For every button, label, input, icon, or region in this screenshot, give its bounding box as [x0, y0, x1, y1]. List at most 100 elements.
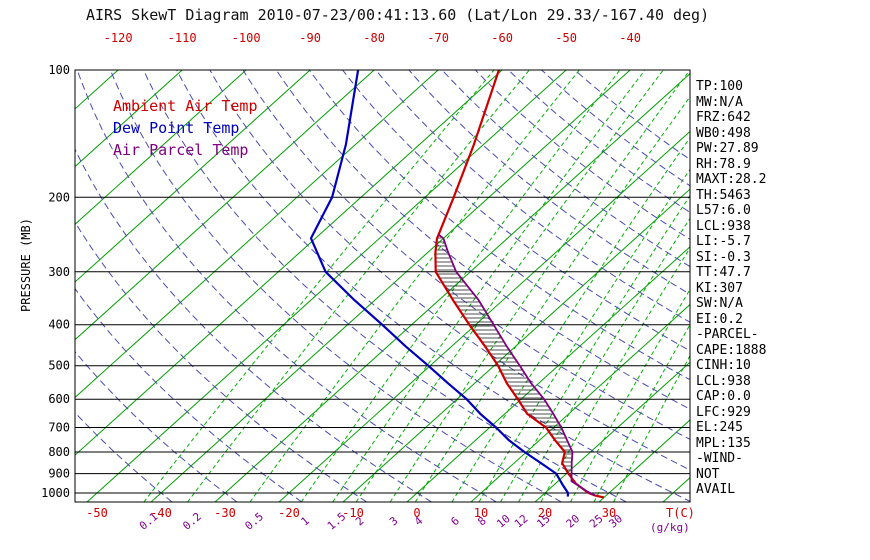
top-temp-tick-label: -120: [104, 31, 133, 45]
stat-line: RH:78.9: [696, 156, 751, 172]
stats-panel: TP:100 MW:N/A FRZ:642 WB0:498 PW:27.89 RH:78.…: [696, 79, 868, 498]
dry-adiabat-line: [76, 70, 497, 502]
stat-line: TH:5463: [696, 187, 751, 203]
temp-unit-label: T(C): [666, 506, 695, 520]
bottom-temp-tick-label: -20: [278, 506, 300, 520]
stat-line: LCL:938: [696, 218, 751, 234]
legend-dew-point-label: Dew Point Temp: [113, 119, 240, 137]
stat-line: CINH:10: [696, 358, 751, 373]
pressure-tick-label: 500: [48, 359, 70, 373]
stat-line: NOT: [696, 466, 720, 482]
mixing-ratio-tick-label: 1: [298, 514, 311, 528]
pressure-tick-label: 600: [48, 392, 70, 406]
dry-adiabat-line: [408, 70, 690, 295]
bottom-temp-tick-label: 10: [474, 506, 488, 520]
dry-adiabat-line: [375, 70, 690, 323]
dry-adiabat-line: [209, 70, 690, 471]
isotherm-line: [598, 419, 690, 502]
top-temp-tick-label: -40: [619, 31, 641, 45]
pressure-axis-label: PRESSURE (MB): [19, 218, 33, 312]
stat-line: LCL:938: [696, 373, 751, 389]
stat-line: MPL:135: [696, 435, 751, 451]
isotherm-line: [406, 246, 690, 502]
stat-line: TP:100: [696, 79, 743, 94]
isotherm-line: [75, 70, 439, 399]
stat-line: SW:N/A: [696, 296, 743, 311]
dewpoint-curve: [309, 70, 570, 497]
stat-line: PW:27.89: [696, 141, 759, 156]
bottom-temp-tick-label: 0: [413, 506, 420, 520]
mixing-ratio-line: [414, 96, 690, 502]
mixing-ratio-tick-label: 6: [448, 514, 461, 528]
mixing-ratio-tick-label: 0.2: [180, 510, 204, 533]
mixing-ratio-line: [500, 194, 690, 502]
mixing-ratio-line: [143, 70, 495, 502]
isotherm-line: [150, 70, 631, 502]
legend-ambient-temp-label: Ambient Air Temp: [113, 97, 258, 115]
mixing-unit-label: (g/kg): [650, 521, 690, 534]
bottom-temp-tick-label: -40: [150, 506, 172, 520]
top-temp-tick-label: -100: [232, 31, 261, 45]
bottom-temp-tick-label: -10: [342, 506, 364, 520]
page-title: AIRS SkewT Diagram 2010-07-23/00:41:13.6…: [86, 6, 710, 24]
top-temp-tick-label: -50: [555, 31, 577, 45]
pressure-tick-label: 200: [48, 190, 70, 204]
dry-adiabat-line: [275, 70, 690, 410]
legend: Ambient Air Temp Dew Point Temp Air Parc…: [113, 95, 258, 161]
stat-line: L57:6.0: [696, 203, 751, 218]
plot-background-lines: [75, 70, 690, 502]
stat-line: KI:307: [696, 280, 743, 296]
top-temp-tick-label: -110: [168, 31, 197, 45]
bottom-temp-tick-label: 30: [602, 506, 616, 520]
sounding-curves-layer: [309, 70, 605, 499]
stat-line: FRZ:642: [696, 110, 751, 125]
bottom-temp-tick-label: -30: [214, 506, 236, 520]
stat-line: EI:0.2: [696, 311, 743, 327]
stat-line: MW:N/A: [696, 94, 743, 110]
pressure-tick-label: 900: [48, 467, 70, 481]
mixing-ratio-tick-label: 10: [494, 512, 513, 530]
stat-line: CAP:0.0: [696, 389, 751, 404]
mixing-ratio-line: [540, 247, 690, 502]
bottom-temp-tick-label: -50: [86, 506, 108, 520]
stat-line: EL:245: [696, 420, 743, 435]
pressure-tick-label: 1000: [41, 486, 70, 500]
pressure-tick-label: 100: [48, 63, 70, 77]
top-temp-tick-label: -70: [427, 31, 449, 45]
parcel-curve: [438, 233, 596, 497]
cape-hatch-region: [435, 234, 573, 480]
mixing-ratio-tick-label: 3: [387, 514, 400, 528]
dry-adiabat-line: [541, 70, 690, 187]
stat-line: CAPE:1888: [696, 342, 767, 358]
top-temp-tick-label: -80: [363, 31, 385, 45]
isotherm-line: [75, 70, 183, 168]
isotherm-line: [278, 130, 690, 502]
isotherm-line: [86, 70, 567, 502]
stat-line: -PARCEL-: [696, 327, 759, 342]
stat-line: AVAIL: [696, 482, 736, 497]
dry-adiabat-line: [75, 350, 238, 502]
isotherm-line: [342, 188, 690, 502]
isotherm-line: [75, 70, 311, 283]
pressure-tick-label: 400: [48, 318, 70, 332]
pressure-tick-label: 800: [48, 445, 70, 459]
pressure-tick-label: 700: [48, 421, 70, 435]
dry-adiabat-line: [441, 70, 690, 268]
pressure-tick-label: 300: [48, 265, 70, 279]
mixing-ratio-line: [478, 168, 690, 502]
stat-line: LFC:929: [696, 404, 751, 420]
stat-line: LI:-5.7: [696, 234, 751, 249]
stat-line: WB0:498: [696, 125, 751, 141]
isotherm-line: [75, 70, 119, 110]
top-temp-tick-label: -90: [299, 31, 321, 45]
dry-adiabat-line: [574, 70, 690, 161]
mixing-ratio-line: [355, 70, 664, 502]
mixing-ratio-tick-label: 12: [512, 512, 531, 530]
mixing-ratio-line: [187, 70, 530, 502]
stat-line: MAXT:28.2: [696, 172, 767, 187]
dry-adiabat-line: [109, 70, 562, 502]
dry-adiabat-line: [75, 221, 367, 502]
mixing-ratio-line: [389, 70, 690, 502]
mixing-ratio-line: [332, 70, 646, 502]
